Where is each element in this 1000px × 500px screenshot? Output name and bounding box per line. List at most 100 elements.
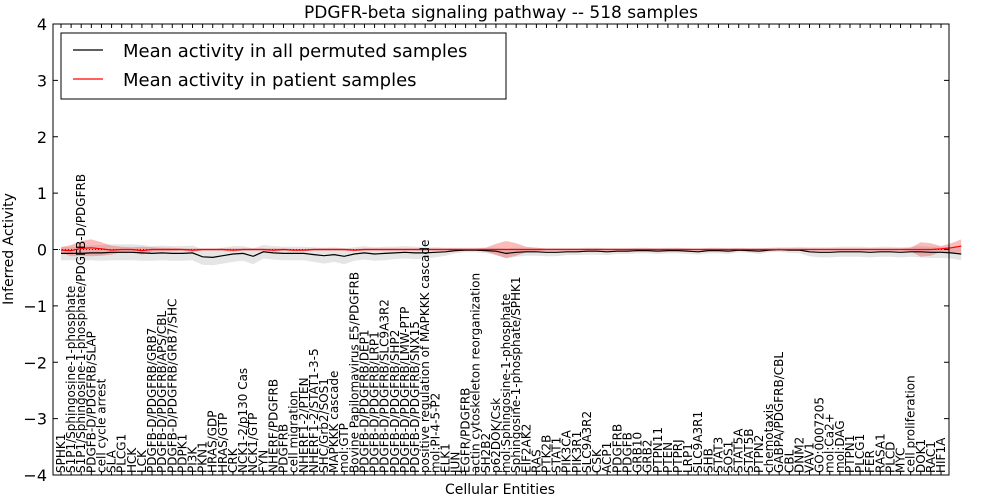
x-tick-label: PTK2B (540, 435, 554, 473)
chart-title: PDGFR-beta signaling pathway -- 518 samp… (304, 3, 698, 23)
x-tick-label: STAT1 (550, 437, 564, 473)
x-tick-label: NHERF/PDGFRB (266, 379, 280, 473)
x-tick-label: Sphingosine-1-phosphate/SPHK1 (509, 276, 523, 473)
legend-label-patient: Mean activity in patient samples (123, 70, 417, 91)
x-tick-label: cell cycle arrest (95, 378, 109, 473)
x-tick-label: SOS1 (722, 441, 736, 473)
x-tick-label: PDGFB-D/PDGFRB/SLC9A3R2 (378, 299, 392, 473)
x-tick-label: PTPN11 (651, 427, 665, 473)
y-tick-label: 0 (37, 241, 47, 260)
x-tick-label: LRP1 (681, 443, 695, 473)
x-tick-label: PKN1 (196, 441, 210, 473)
x-tick-label: RASA1 (873, 433, 887, 473)
x-tick-label: JUN (449, 452, 463, 474)
y-tick-label: 4 (37, 15, 47, 34)
x-tick-label: S1P1/Sphingosine-1-phosphate (64, 286, 78, 473)
x-tick-label: PDGFB-D/PDGFRB/LRP1 (368, 331, 382, 473)
x-tick-label: HRAS/GTP (216, 413, 230, 473)
y-tick-label: −4 (23, 466, 47, 485)
series-lines (60, 245, 962, 259)
x-tick-label: mol:DAG (833, 420, 847, 473)
x-tick-label: PIK3R1 (570, 431, 584, 473)
x-axis: SPHK1S1P1/Sphingosine-1-phosphateS1P1/Sp… (54, 24, 948, 475)
x-tick-label: mol:GTP (337, 423, 351, 473)
x-tick-label: PDGFB-D/PDGFRB/GRB7 (145, 328, 159, 473)
y-tick-label: 1 (37, 184, 47, 203)
x-tick-label: CRK (226, 447, 240, 473)
x-tick-label: mol:PI-4-5-P2 (428, 393, 442, 473)
x-tick-label: LCK (135, 449, 149, 473)
x-tick-label: GO:0007205 (813, 397, 827, 473)
x-tick-label: PDGFB-D/PDGFRB/LMW-PTP (398, 307, 412, 473)
x-tick-label: PDGFB-D/PDGFRB/SHP2 (388, 330, 402, 473)
x-tick-label: actin cytoskeleton reorganization (469, 273, 483, 473)
x-tick-label: SHC/Grb2/SOS1 (317, 378, 331, 473)
y-tick-label: −2 (23, 353, 47, 372)
x-tick-label: HIF1A (934, 437, 948, 473)
x-tick-label: NHERF1-2/STAT1-3-5 (307, 348, 321, 473)
x-tick-label: PDGFB-D/PDGFRB/DEP1 (357, 329, 371, 473)
x-tick-label: SLA (105, 449, 119, 473)
y-axis: −4 −3 −2 −1 0 1 2 3 4 (23, 15, 949, 485)
x-tick-label: PIK3CA (560, 429, 574, 473)
x-tick-label: STAT5A (732, 428, 746, 473)
x-tick-label: SLC9A3R2 (580, 411, 594, 473)
x-tick-label: FYN (256, 450, 270, 473)
x-tick-label: NCK1-2/p130 Cas (236, 368, 250, 473)
x-tick-label: chemotaxis (762, 404, 776, 473)
x-tick-label: PLCG1 (853, 434, 867, 473)
series-line-permuted (61, 248, 962, 259)
x-tick-label: mol:Ca2+ (823, 413, 837, 473)
x-tick-label: PDPK1 (175, 434, 189, 473)
legend-label-permuted: Mean activity in all permuted samples (123, 41, 467, 62)
x-tick-label: GRB10 (631, 432, 645, 473)
x-tick-label: PTEN (661, 442, 675, 473)
x-tick-label: PDGFB-D/PDGFRB/SLAP (84, 331, 98, 473)
x-tick-label: Bovine Papilomavirus E5/PDGFRB (347, 272, 361, 473)
x-tick-label: PDGFB-D/PDGFRB/SNX15 (408, 321, 422, 473)
patient-band-area (61, 239, 962, 258)
x-tick-label: mol:Sphingosine-1-phosphate (499, 294, 513, 474)
x-tick-label: PDGFB (620, 432, 634, 473)
legend: Mean activity in all permuted samples Me… (60, 32, 507, 100)
y-tick-label: 2 (37, 128, 47, 147)
x-tick-label: SLC9A3R1 (691, 411, 705, 473)
x-tick-label: HCK (125, 447, 139, 473)
x-tick-label: VAV1 (803, 442, 817, 473)
x-tick-label: PTPN2 (752, 435, 766, 473)
legend-frame (60, 32, 507, 100)
x-tick-label: EIF2AK2 (519, 424, 533, 473)
x-tick-label: DOK1 (914, 439, 928, 473)
x-tick-label: SHB (701, 448, 715, 473)
x-tick-label: PDGFRB (277, 424, 291, 473)
x-tick-label: PDGFRB (610, 424, 624, 473)
x-axis-label: Cellular Entities (445, 482, 555, 498)
x-tick-label: PDGFB-D/PDGFRB/GRB7/SHC (165, 299, 179, 473)
patient-range-band (61, 239, 962, 258)
x-tick-label: NHERF1-2/PTEN (297, 377, 311, 473)
x-tick-label: S1P1/Sphingosine-1-phosphate/PDGFB-D/PDG… (74, 174, 88, 473)
x-tick-label: MAPKKK cascade (327, 371, 341, 473)
x-tick-label: EGFR/PDGFRB (459, 388, 473, 473)
x-tick-label: PI3K (186, 446, 200, 473)
x-tick-label: cell migration (287, 391, 301, 473)
y-tick-label: 3 (37, 71, 47, 90)
series-line-patient (60, 245, 962, 252)
x-tick-label: PLCG1 (115, 434, 129, 473)
x-tick-label: PTPN1 (843, 435, 857, 473)
x-tick-label: RAS (529, 449, 543, 473)
x-tick-label: HRAS/GDP (206, 410, 220, 473)
x-tick-label: MYC (894, 448, 908, 473)
x-tick-label: GRB2 (641, 439, 655, 473)
x-tick-label: CBL (782, 449, 796, 473)
x-tick-label: CSK (590, 448, 604, 473)
x-tick-label: p62DOK/Csk (489, 398, 503, 473)
x-tick-label: ELK1 (438, 443, 452, 473)
x-tick-label: PLCD (883, 441, 897, 473)
x-tick-label: FER (863, 450, 877, 473)
x-tick-label: SPHK1 (54, 434, 68, 473)
y-tick-label: −1 (23, 297, 47, 316)
x-tick-label: DNM2 (792, 437, 806, 473)
x-tick-label: RAC1 (924, 441, 938, 473)
